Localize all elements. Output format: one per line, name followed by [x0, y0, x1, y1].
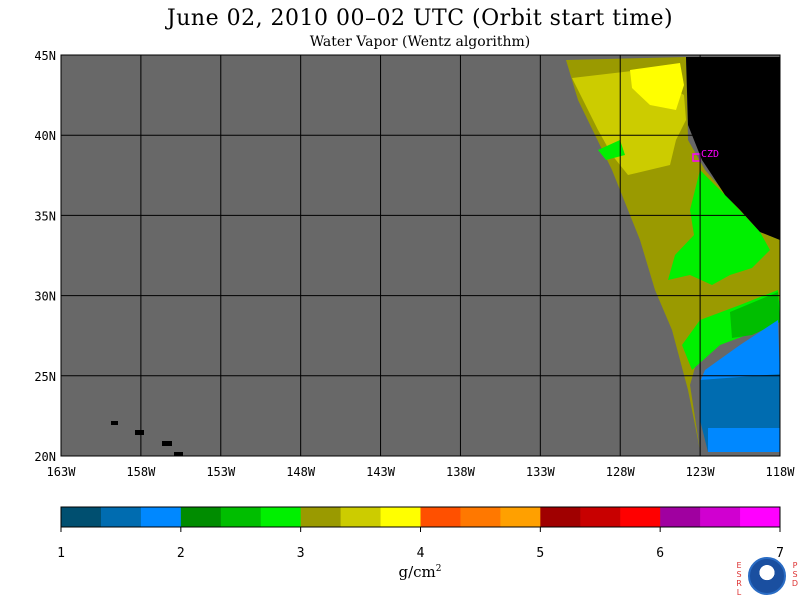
- logo-letter: L: [736, 588, 742, 597]
- logo-letter: D: [791, 579, 799, 588]
- longitude-label: 158W: [126, 465, 156, 479]
- colorbar-segment: [300, 507, 342, 527]
- station-label: CZD: [701, 149, 719, 160]
- colorbar-segment: [700, 507, 741, 527]
- logo-letter: S: [736, 570, 742, 579]
- swath-green-fleck: [598, 140, 625, 160]
- logo-letter: E: [736, 561, 742, 570]
- hawaiian-islands: [111, 421, 183, 456]
- latitude-labels: 45N 40N 35N 30N 25N 20N: [34, 49, 56, 464]
- swath-darkgreen-south: [730, 292, 780, 338]
- latitude-label: 35N: [34, 209, 56, 223]
- swath-lightblue: [700, 320, 780, 382]
- colorbar-segment: [620, 507, 661, 527]
- logo-letter: S: [792, 570, 798, 579]
- colorbar-tick-label: 5: [536, 546, 544, 561]
- swath-lightblue-strip: [708, 428, 780, 452]
- longitude-label: 123W: [686, 465, 716, 479]
- map-frame: [60, 54, 781, 457]
- colorbar-segment: [460, 507, 501, 527]
- colorbar-segment: [500, 507, 541, 527]
- north-america-land: [686, 57, 780, 240]
- longitude-label: 138W: [446, 465, 476, 479]
- colorbar-segment: [180, 507, 222, 527]
- colorbar-segment: [540, 507, 581, 527]
- water-vapor-swath: [566, 57, 780, 452]
- colorbar-tick-label: 7: [776, 546, 784, 561]
- latitude-label: 40N: [34, 129, 56, 143]
- latitude-label: 25N: [34, 370, 56, 384]
- longitude-labels: 163W 158W 153W 148W 143W 138W 133W 128W 123W 118W: [47, 465, 796, 479]
- colorbar-segment: [420, 507, 461, 527]
- longitude-label: 128W: [606, 465, 636, 479]
- colorbar-tick-label: 1: [57, 546, 65, 561]
- colorbar-tick-label: 2: [177, 546, 185, 561]
- island-maui: [162, 441, 172, 446]
- colorbar-segment: [580, 507, 621, 527]
- colorbar-segment: [740, 507, 781, 527]
- colorbar-labels: 1 2 3 4 5 6 7: [57, 527, 784, 561]
- swath-yellow-north: [630, 63, 684, 110]
- lat-lon-grid: [61, 55, 780, 456]
- colorbar-segment: [340, 507, 382, 527]
- latitude-label: 20N: [34, 450, 56, 464]
- colorbar-segment: [61, 507, 102, 527]
- island-hawaii: [174, 452, 183, 456]
- noaa-badge: [748, 557, 786, 595]
- logo-letter: R: [736, 579, 742, 588]
- island-kauai: [111, 421, 118, 425]
- island-oahu: [135, 430, 144, 435]
- latitude-label: 30N: [34, 290, 56, 304]
- map-title: June 02, 2010 00–02 UTC (Orbit start tim…: [166, 6, 674, 31]
- colorbar-tick-label: 4: [417, 546, 425, 561]
- colorbar-segment: [100, 507, 142, 527]
- colorbar-segment: [260, 507, 302, 527]
- longitude-label: 163W: [47, 465, 77, 479]
- colorbar-segment: [380, 507, 421, 527]
- colorbar-unit: g/cm2: [398, 563, 442, 581]
- longitude-label: 118W: [766, 465, 796, 479]
- colorbar-segment: [220, 507, 262, 527]
- longitude-label: 133W: [526, 465, 556, 479]
- map-subtitle: Water Vapor (Wentz algorithm): [309, 34, 531, 50]
- colorbar: [60, 506, 781, 528]
- colorbar-segment: [140, 507, 182, 527]
- latitude-label: 45N: [34, 49, 56, 63]
- colorbar-tick-label: 6: [656, 546, 664, 561]
- logo-letter: P: [792, 561, 798, 570]
- colorbar-tick-label: 3: [297, 546, 305, 561]
- colorbar-segment: [660, 507, 701, 527]
- longitude-label: 153W: [206, 465, 236, 479]
- swath-green-central: [668, 170, 770, 285]
- longitude-label: 148W: [286, 465, 316, 479]
- longitude-label: 143W: [366, 465, 396, 479]
